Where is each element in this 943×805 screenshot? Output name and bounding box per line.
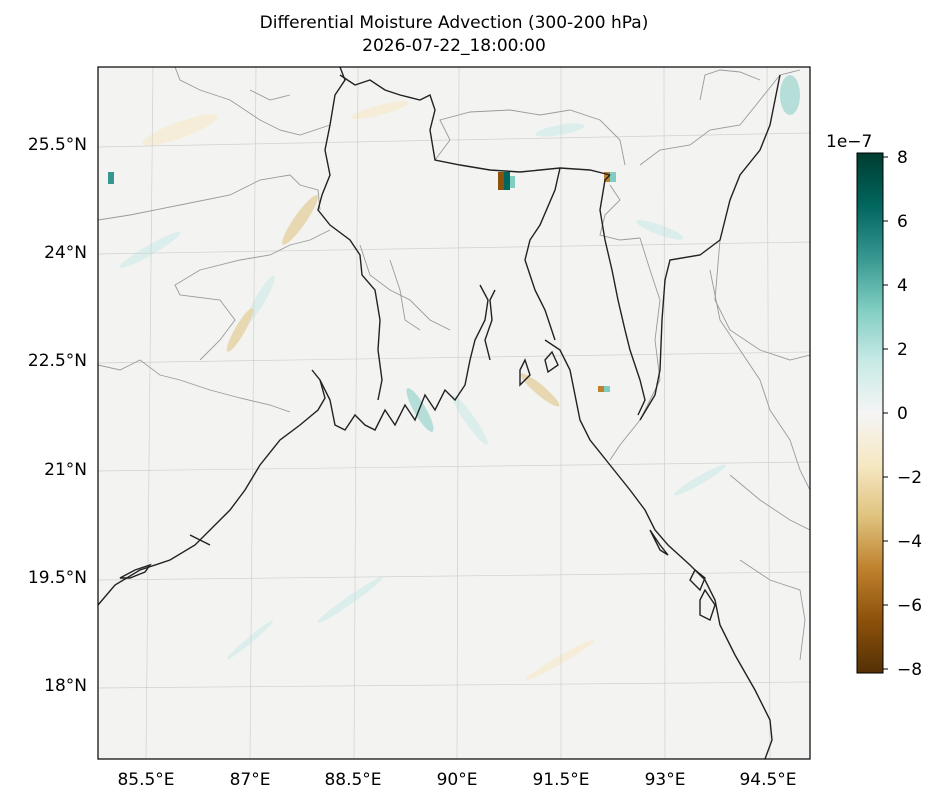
map-timestamp: 2026-07-22_18:00:00: [362, 36, 546, 56]
lat-label: 22.5°N: [28, 351, 87, 371]
colorbar-gradient: [856, 152, 884, 674]
advection-hotspots: [108, 172, 616, 392]
graticule: [98, 67, 810, 759]
lon-label: 93°E: [645, 770, 686, 790]
lat-label: 21°N: [44, 460, 87, 480]
colorbar-tick: 8: [897, 148, 908, 168]
longitude-labels: 85.5°E 87°E 88.5°E 90°E 91.5°E 93°E 94.5…: [117, 770, 796, 790]
latitude-labels: 25.5°N 24°N 22.5°N 21°N 19.5°N 18°N: [28, 135, 87, 696]
colorbar-tick: −2: [897, 468, 922, 488]
map-frame: [97, 66, 811, 760]
colorbar-tick: −8: [897, 660, 922, 680]
map-panel: [97, 66, 811, 760]
coastlines: [98, 67, 781, 759]
lat-label: 19.5°N: [28, 568, 87, 588]
state-borders: [98, 67, 810, 661]
lon-label: 94.5°E: [739, 770, 796, 790]
lon-label: 91.5°E: [532, 770, 589, 790]
lon-label: 88.5°E: [324, 770, 381, 790]
colorbar-tick: 6: [897, 212, 908, 232]
lon-label: 87°E: [230, 770, 271, 790]
colorbar-tick: −4: [897, 532, 922, 552]
colorbar-multiplier: 1e−7: [826, 132, 872, 152]
advection-field: [119, 75, 800, 681]
lat-label: 18°N: [44, 676, 87, 696]
lon-label: 85.5°E: [117, 770, 174, 790]
colorbar-tick: 2: [897, 340, 908, 360]
colorbar: 1e−7 8 6 4 2 0 −2 −4 −6 −8: [826, 132, 922, 680]
map-background: [98, 67, 810, 759]
lon-label: 90°E: [437, 770, 478, 790]
colorbar-tick: −6: [897, 596, 922, 616]
map-title: Differential Moisture Advection (300-200…: [259, 13, 649, 33]
lat-label: 24°N: [44, 243, 87, 263]
colorbar-tick: 4: [897, 276, 908, 296]
lat-label: 25.5°N: [28, 135, 87, 155]
colorbar-tick: 0: [897, 404, 908, 424]
